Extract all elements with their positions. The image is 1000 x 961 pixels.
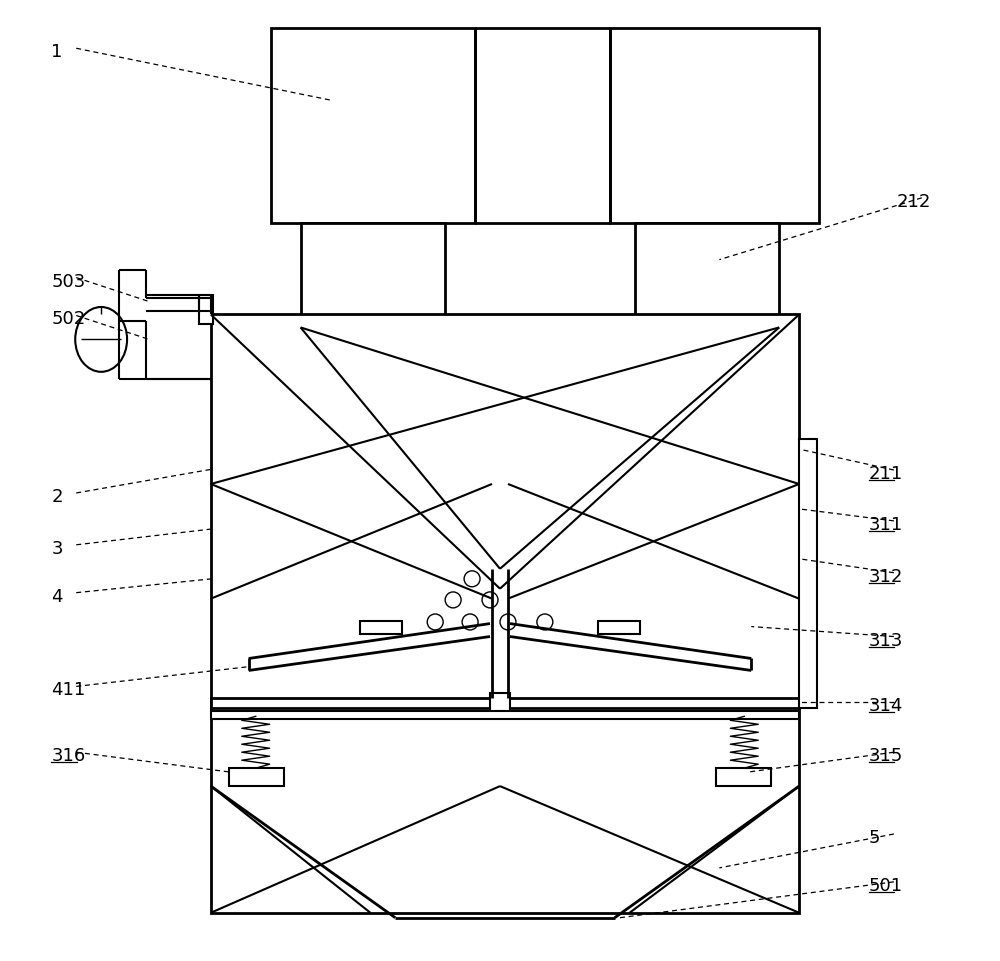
Circle shape [427, 614, 443, 630]
Text: 2: 2 [51, 487, 63, 505]
Text: 316: 316 [51, 747, 86, 764]
Text: 1: 1 [51, 43, 63, 62]
Circle shape [482, 592, 498, 608]
Circle shape [500, 614, 516, 630]
Text: 503: 503 [51, 272, 86, 290]
Bar [271, 29, 475, 224]
Bar [211, 699, 799, 708]
Text: 5: 5 [869, 828, 880, 846]
Circle shape [462, 614, 478, 630]
Bar [211, 711, 799, 720]
Bar [716, 769, 771, 786]
Bar [799, 440, 817, 708]
Bar [229, 769, 284, 786]
Circle shape [464, 571, 480, 587]
Text: 315: 315 [869, 747, 903, 764]
Text: 501: 501 [869, 875, 903, 894]
Bar [199, 295, 213, 325]
Text: 411: 411 [51, 680, 86, 699]
Text: 502: 502 [51, 310, 86, 328]
Bar [635, 224, 779, 328]
Text: 3: 3 [51, 539, 63, 557]
Bar [301, 224, 445, 328]
Bar [610, 29, 819, 224]
Text: 211: 211 [869, 464, 903, 482]
Ellipse shape [75, 308, 127, 373]
Bar [211, 315, 799, 913]
Text: 312: 312 [869, 567, 903, 585]
Bar [598, 621, 640, 634]
Circle shape [445, 592, 461, 608]
Text: 4: 4 [51, 587, 63, 605]
Text: 311: 311 [869, 515, 903, 533]
Text: 313: 313 [869, 631, 903, 649]
Circle shape [537, 614, 553, 630]
Text: 212: 212 [897, 192, 931, 210]
Bar [490, 694, 510, 714]
Text: 314: 314 [869, 697, 903, 715]
Bar [360, 621, 402, 634]
